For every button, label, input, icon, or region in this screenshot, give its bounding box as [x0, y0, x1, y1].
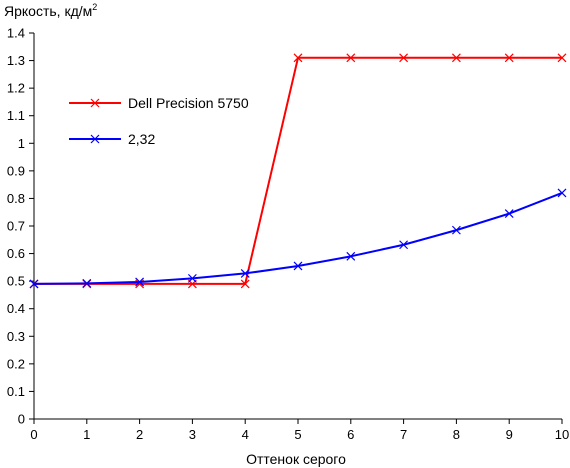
- y-tick-label: 0.2: [7, 356, 25, 371]
- y-axis-title-superscript: 2: [92, 2, 97, 12]
- marker-stroke: [346, 251, 356, 261]
- marker-stroke: [451, 53, 461, 63]
- data-point-marker: [187, 273, 197, 283]
- data-point-marker: [135, 277, 145, 287]
- data-point-marker: [240, 268, 250, 278]
- legend-label: 2,32: [128, 131, 155, 147]
- x-tick-label: 2: [136, 427, 143, 442]
- marker-stroke: [82, 278, 92, 288]
- data-point-marker: [451, 225, 461, 235]
- data-point-marker: [82, 278, 92, 288]
- x-tick-label: 5: [294, 427, 301, 442]
- marker-stroke: [399, 53, 409, 63]
- chart-series: [29, 53, 567, 289]
- x-tick-label: 4: [242, 427, 249, 442]
- data-point-marker: [399, 53, 409, 63]
- marker-stroke: [399, 240, 409, 250]
- marker-stroke: [504, 209, 514, 219]
- chart-axes: 0 0.1 0.2 0.3 0.4 0.5 0.6 0.7 0.8 0.9 1 1.1 1.2 1.3 1.…: [7, 26, 569, 443]
- x-tick-label: 7: [400, 427, 407, 442]
- x-tick-label: 6: [347, 427, 354, 442]
- legend-marker: [90, 98, 100, 108]
- marker-stroke: [29, 279, 39, 289]
- data-point-marker: [293, 53, 303, 63]
- y-tick-label: 1.2: [7, 81, 25, 96]
- marker-stroke: [240, 268, 250, 278]
- data-point-marker: [29, 279, 39, 289]
- y-tick-label: 0.4: [7, 301, 25, 316]
- y-tick-label: 1.3: [7, 53, 25, 68]
- y-tick-label: 0.6: [7, 246, 25, 261]
- data-point-marker: [557, 53, 567, 63]
- marker-stroke: [187, 273, 197, 283]
- marker-stroke: [557, 53, 567, 63]
- data-point-marker: [504, 53, 514, 63]
- legend-marker: [90, 134, 100, 144]
- y-tick-label: 1.1: [7, 108, 25, 123]
- marker-stroke: [346, 53, 356, 63]
- data-point-marker: [557, 188, 567, 198]
- marker-stroke: [90, 98, 100, 108]
- y-tick-label: 1: [18, 136, 25, 151]
- y-tick-label: 0.3: [7, 329, 25, 344]
- data-point-marker: [346, 53, 356, 63]
- series-line: [34, 56, 562, 285]
- marker-stroke: [504, 53, 514, 63]
- y-tick-label: 0.7: [7, 219, 25, 234]
- data-point-marker: [399, 240, 409, 250]
- legend-item: Dell Precision 5750: [69, 95, 249, 111]
- marker-stroke: [293, 261, 303, 271]
- marker-stroke: [451, 225, 461, 235]
- y-tick-label: 0.5: [7, 274, 25, 289]
- marker-stroke: [240, 279, 250, 289]
- data-point-marker: [293, 261, 303, 271]
- chart-legend: Dell Precision 5750 2,32: [69, 95, 249, 147]
- x-tick-label: 3: [189, 427, 196, 442]
- series-1: [29, 53, 567, 289]
- x-tick-label: 9: [506, 427, 513, 442]
- y-tick-label: 0.8: [7, 191, 25, 206]
- series-2: [29, 188, 567, 289]
- legend-label: Dell Precision 5750: [128, 95, 249, 111]
- marker-stroke: [90, 134, 100, 144]
- x-axis-title: Оттенок серого: [246, 451, 346, 467]
- x-tick-label: 8: [453, 427, 460, 442]
- x-tick-label: 0: [30, 427, 37, 442]
- x-tick-label: 10: [555, 427, 569, 442]
- y-tick-label: 0.1: [7, 384, 25, 399]
- y-tick-label: 1.4: [7, 26, 25, 41]
- series-line: [33, 191, 563, 285]
- marker-stroke: [135, 277, 145, 287]
- data-point-marker: [504, 209, 514, 219]
- data-point-marker: [240, 279, 250, 289]
- y-tick-label: 0.9: [7, 163, 25, 178]
- marker-stroke: [293, 53, 303, 63]
- data-point-marker: [346, 251, 356, 261]
- marker-stroke: [557, 188, 567, 198]
- y-axis-title: Яркость, кд/м2: [4, 2, 97, 19]
- data-point-marker: [451, 53, 461, 63]
- legend-item: 2,32: [69, 131, 155, 147]
- y-tick-label: 0: [18, 412, 25, 427]
- x-tick-label: 1: [83, 427, 90, 442]
